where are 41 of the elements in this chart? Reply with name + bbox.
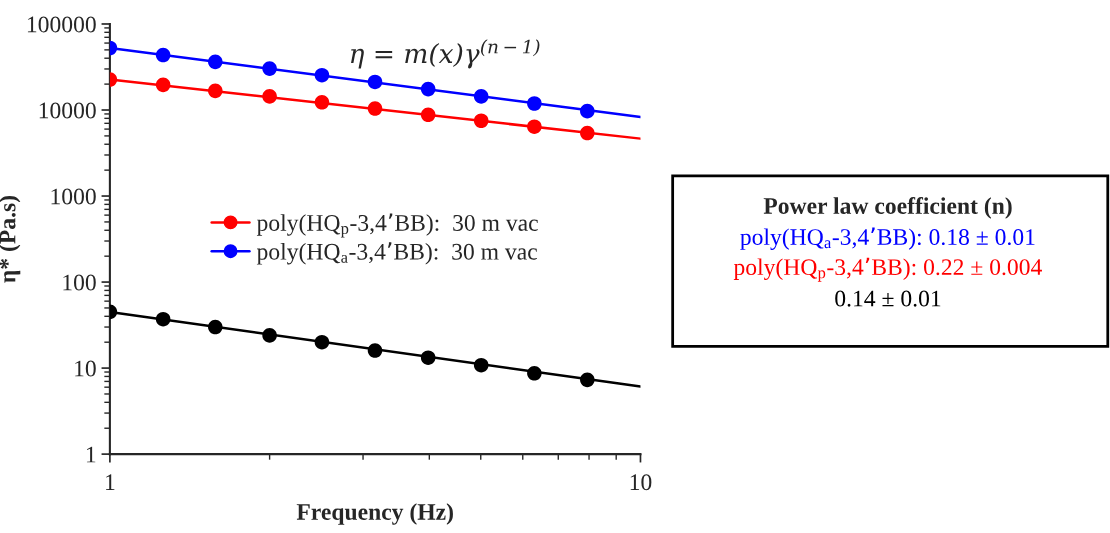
point bbox=[527, 366, 542, 381]
y-tick-label: 1000 bbox=[51, 188, 96, 205]
point bbox=[367, 74, 383, 90]
point bbox=[420, 107, 436, 123]
point bbox=[527, 119, 542, 134]
point bbox=[580, 372, 595, 388]
annotation: η = m(x)γ$^{(n−1)}$ bbox=[351, 39, 540, 69]
point bbox=[155, 77, 171, 93]
point bbox=[262, 61, 277, 76]
point bbox=[473, 113, 489, 129]
point bbox=[262, 328, 277, 343]
text: poly(HQ$_{p}$-3,4’BB): 0.22 ± 0.004 bbox=[733, 257, 1042, 282]
y-tick-label: 10000 bbox=[39, 102, 96, 119]
point bbox=[155, 311, 171, 327]
point bbox=[208, 319, 223, 335]
y-tick-label: 10 bbox=[75, 360, 96, 377]
point bbox=[314, 334, 330, 350]
point bbox=[420, 81, 436, 97]
y-tick-label: 100 bbox=[63, 274, 96, 291]
point bbox=[262, 89, 277, 104]
legend-label: poly(HQ$_{p}$-3,4’BB): 30 m vac bbox=[256, 213, 538, 238]
point bbox=[208, 54, 223, 70]
x-axis-title: Frequency (Hz) bbox=[296, 503, 453, 525]
point bbox=[367, 101, 383, 116]
point bbox=[367, 343, 383, 358]
point bbox=[314, 67, 330, 83]
point bbox=[420, 350, 436, 365]
legend-label: poly(HQ$_{a}$-3,4’BB): 30 m vac bbox=[256, 242, 537, 265]
point bbox=[580, 103, 595, 119]
point bbox=[527, 96, 542, 111]
y-tick-label: 1 bbox=[86, 446, 96, 463]
point bbox=[155, 47, 171, 63]
point bbox=[473, 357, 489, 373]
text: Power law coefficient (n) bbox=[763, 197, 1012, 219]
point bbox=[473, 89, 489, 104]
text: poly(HQ$_{a}$-3,4’BB): 0.18 ± 0.01 bbox=[740, 227, 1035, 250]
point bbox=[580, 125, 595, 141]
y-tick-label: 100000 bbox=[27, 16, 96, 33]
point bbox=[208, 83, 223, 99]
point bbox=[314, 94, 330, 110]
text: 0.14 ± 0.01 bbox=[835, 290, 941, 307]
